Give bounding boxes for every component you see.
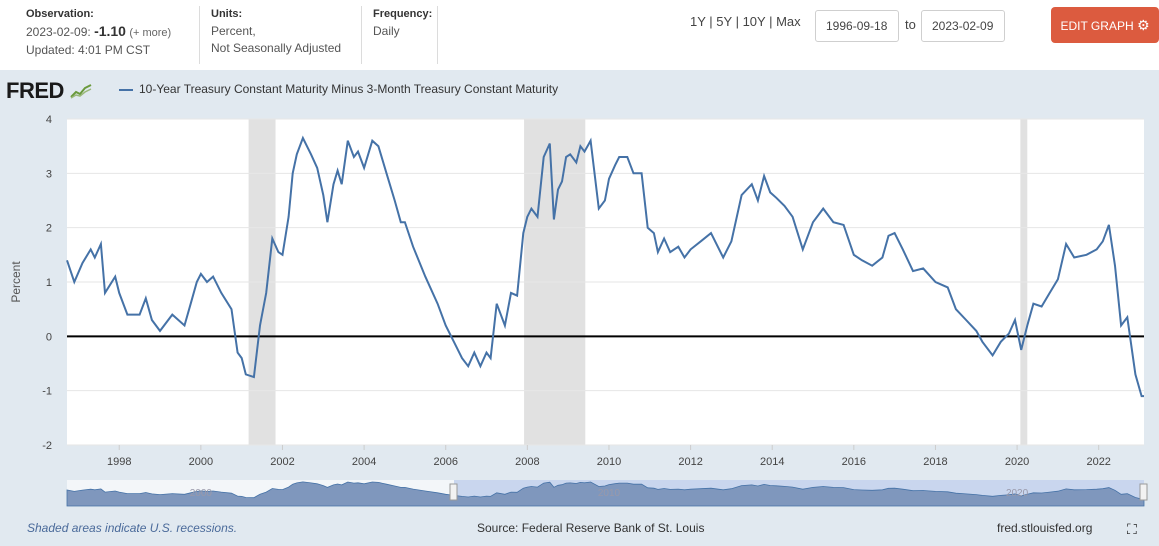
y-tick-label: 2 xyxy=(46,223,52,235)
header-bar: Observation: 2023-02-09: -1.10 (+ more) … xyxy=(0,0,1159,70)
header-divider xyxy=(437,6,438,64)
fred-logo: FRED xyxy=(6,78,92,104)
legend-swatch xyxy=(119,88,133,91)
gear-icon: ⚙ xyxy=(1136,17,1150,33)
navigator-right-handle[interactable] xyxy=(1139,483,1148,501)
navigator-year-label: 2020 xyxy=(1006,488,1029,499)
navigator[interactable]: 2000 2010 2020 xyxy=(0,476,1159,512)
x-tick-label: 2022 xyxy=(1086,456,1110,468)
x-tick-label: 1998 xyxy=(107,456,131,468)
range-separator: | xyxy=(765,14,777,29)
recession-note: Shaded areas indicate U.S. recessions. xyxy=(27,521,238,535)
range-separator: | xyxy=(705,14,717,29)
series-line[interactable] xyxy=(66,135,1144,398)
frequency-value: Daily xyxy=(373,24,400,38)
observation-block: Observation: 2023-02-09: -1.10 (+ more) … xyxy=(26,6,171,59)
site-link[interactable]: fred.stlouisfed.org xyxy=(997,521,1093,535)
units-label: Units: xyxy=(211,8,243,20)
observation-label: Observation: xyxy=(26,8,94,20)
y-tick-layer: -2 -1 0 1 2 3 4 xyxy=(42,114,52,452)
x-tick-label: 2018 xyxy=(923,456,947,468)
y-tick-label: -1 xyxy=(42,386,52,398)
y-tick-label: 4 xyxy=(46,114,52,126)
observation-value: -1.10 xyxy=(94,23,126,39)
header-divider xyxy=(361,6,362,64)
x-tick-label: 2006 xyxy=(433,456,457,468)
x-tick-label: 2004 xyxy=(352,456,376,468)
x-tick-label: 2000 xyxy=(189,456,213,468)
x-tick-label: 2016 xyxy=(842,456,866,468)
x-tick-label: 2012 xyxy=(678,456,702,468)
x-tick-label: 2020 xyxy=(1005,456,1029,468)
range-5y-link[interactable]: 5Y xyxy=(716,14,732,29)
observation-more-link[interactable]: (+ more) xyxy=(129,27,172,39)
navigator-left-handle[interactable] xyxy=(449,483,458,501)
units-line1: Percent, xyxy=(211,24,256,38)
range-links: 1Y | 5Y | 10Y | Max xyxy=(690,14,801,29)
fullscreen-icon[interactable]: ⛶ xyxy=(1127,521,1137,537)
range-max-link[interactable]: Max xyxy=(776,14,801,29)
logo-chart-icon xyxy=(69,83,92,99)
chart-legend: 10-Year Treasury Constant Maturity Minus… xyxy=(119,82,558,96)
chart-frame: FRED 10-Year Treasury Constant Maturity … xyxy=(0,70,1159,546)
x-tick-label: 2002 xyxy=(270,456,294,468)
header-divider xyxy=(199,6,200,64)
navigator-year-label: 2000 xyxy=(190,488,213,499)
fred-logo-text: FRED xyxy=(6,78,64,103)
frequency-label: Frequency: xyxy=(373,8,433,20)
y-tick-label: -2 xyxy=(42,440,52,452)
units-line2: Not Seasonally Adjusted xyxy=(211,41,342,55)
y-tick-label: 0 xyxy=(46,331,52,343)
navigator-series-area xyxy=(66,481,1145,507)
x-tick-layer: 1998 2000 2002 2004 2006 2008 2010 2012 2014 2016… xyxy=(107,445,1111,468)
x-tick-label: 2008 xyxy=(515,456,539,468)
observation-date: 2023-02-09: xyxy=(26,25,91,39)
edit-graph-button[interactable]: EDIT GRAPH ⚙ xyxy=(1051,7,1159,43)
edit-graph-label: EDIT GRAPH xyxy=(1060,19,1134,33)
start-date-input[interactable]: 1996-09-18 xyxy=(815,10,899,42)
legend-label: 10-Year Treasury Constant Maturity Minus… xyxy=(139,82,559,96)
y-tick-label: 1 xyxy=(46,277,52,289)
x-tick-label: 2010 xyxy=(597,456,621,468)
range-10y-link[interactable]: 10Y xyxy=(742,14,766,29)
navigator-labels: 2000 2010 2020 xyxy=(190,488,1029,499)
range-separator: | xyxy=(731,14,743,29)
x-tick-label: 2014 xyxy=(760,456,784,468)
updated-text: Updated: 4:01 PM CST xyxy=(26,43,151,57)
frequency-block: Frequency: Daily xyxy=(373,6,432,40)
range-1y-link[interactable]: 1Y xyxy=(690,14,706,29)
end-date-input[interactable]: 2023-02-09 xyxy=(921,10,1005,42)
to-label: to xyxy=(905,17,916,32)
source-note: Source: Federal Reserve Bank of St. Loui… xyxy=(477,521,705,535)
units-block: Units: Percent, Not Seasonally Adjusted xyxy=(211,6,341,57)
main-chart: -2 -1 0 1 2 3 4 1998 2000 2002 2004 2006 2008 2010 20… xyxy=(9,114,1144,468)
navigator-year-label: 2010 xyxy=(598,488,621,499)
y-axis-label: Percent xyxy=(9,261,23,303)
y-tick-label: 3 xyxy=(46,168,52,180)
